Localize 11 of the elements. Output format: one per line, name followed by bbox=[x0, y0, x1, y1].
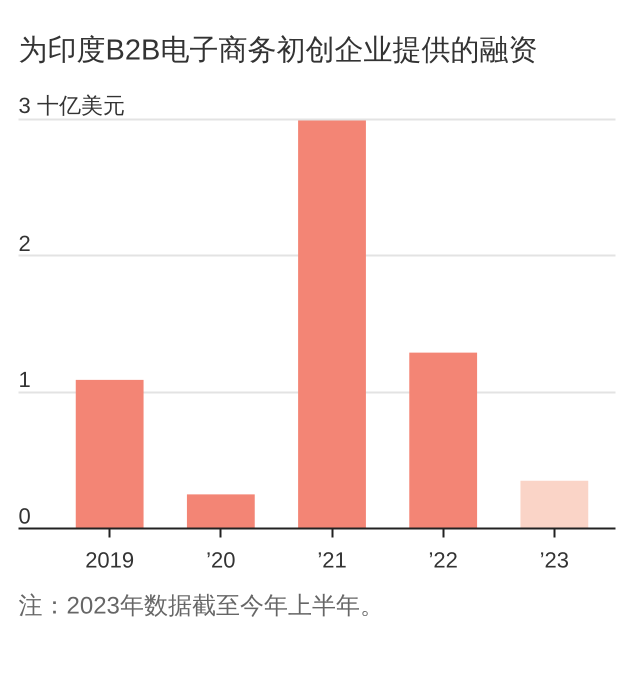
y-tick-label: 1 bbox=[18, 367, 31, 392]
text: 注：2023年数据截至今年上半年。 bbox=[18, 592, 384, 620]
chart-title: 为印度B2B电子商务初创企业提供的融资 bbox=[18, 34, 538, 66]
y-tick-label: 0 bbox=[18, 504, 31, 528]
x-tick-label: 2019 bbox=[85, 548, 134, 572]
x-tick-label: ’21 bbox=[317, 548, 347, 572]
x-tick-label: ’22 bbox=[428, 548, 458, 572]
x-tick-label: ’23 bbox=[540, 548, 570, 572]
y-tick-label: 2 bbox=[18, 230, 31, 256]
y-tick-label: 3 十亿美元 bbox=[18, 93, 125, 118]
x-tick-label: ’20 bbox=[206, 548, 236, 572]
